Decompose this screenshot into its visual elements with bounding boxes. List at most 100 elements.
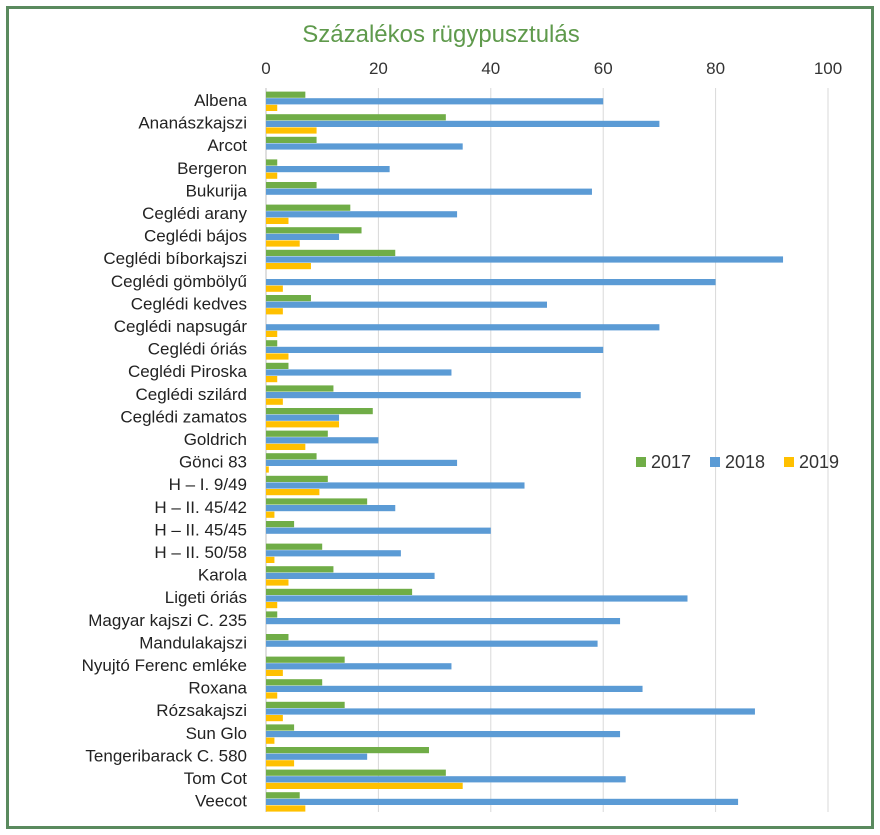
- bar-2017-28: [266, 724, 295, 731]
- legend-swatch-2017: [636, 457, 646, 467]
- bar-2017-6: [266, 227, 362, 234]
- bar-2018-3: [266, 166, 390, 173]
- bar-2019-5: [266, 217, 289, 224]
- category-label: Bergeron: [177, 159, 247, 178]
- bar-2018-18: [266, 505, 396, 512]
- bar-2018-30: [266, 776, 626, 783]
- bar-2017-30: [266, 769, 446, 776]
- bar-2018-23: [266, 618, 621, 625]
- category-label: Albena: [194, 91, 247, 110]
- category-label: Ligeti óriás: [165, 588, 247, 607]
- category-label: Tom Cot: [184, 769, 248, 788]
- category-label: Rózsakajszi: [156, 701, 247, 720]
- category-label: Ceglédi bájos: [144, 227, 247, 246]
- bar-2018-9: [266, 301, 547, 308]
- bar-2018-12: [266, 369, 452, 376]
- bar-2019-17: [266, 489, 320, 496]
- category-label: H – II. 50/58: [154, 543, 247, 562]
- bar-2017-19: [266, 521, 295, 528]
- bar-2018-15: [266, 437, 379, 444]
- bar-2019-22: [266, 602, 278, 609]
- bar-2018-31: [266, 798, 739, 805]
- category-label: Ceglédi arany: [142, 204, 247, 223]
- bar-2019-20: [266, 556, 275, 563]
- bar-2017-1: [266, 114, 446, 121]
- bar-2018-5: [266, 211, 458, 218]
- category-label: Ceglédi Piroska: [128, 362, 248, 381]
- legend-swatch-2018: [710, 457, 720, 467]
- bar-2018-16: [266, 459, 458, 466]
- bar-2018-22: [266, 595, 688, 602]
- category-label: Arcot: [207, 136, 247, 155]
- bar-2017-11: [266, 340, 278, 347]
- bar-2017-21: [266, 566, 334, 573]
- bar-2018-7: [266, 256, 784, 263]
- bar-2018-6: [266, 233, 340, 240]
- bar-2019-6: [266, 240, 300, 247]
- bar-2019-27: [266, 715, 283, 722]
- x-tick-label: 0: [261, 59, 270, 78]
- bar-2019-25: [266, 669, 283, 676]
- bar-2017-16: [266, 453, 317, 460]
- bars: [266, 91, 784, 812]
- bar-2017-31: [266, 792, 300, 799]
- bar-2018-29: [266, 753, 368, 760]
- bar-2017-23: [266, 611, 278, 618]
- bar-2018-20: [266, 550, 401, 557]
- bar-2018-0: [266, 98, 604, 105]
- x-tick-label: 60: [594, 59, 613, 78]
- category-label: Ceglédi zamatos: [120, 407, 247, 426]
- bar-2017-17: [266, 475, 328, 482]
- bar-2019-1: [266, 127, 317, 134]
- bar-2017-14: [266, 408, 373, 415]
- category-label: Veecot: [195, 792, 247, 811]
- bar-2017-13: [266, 385, 334, 392]
- bar-2019-26: [266, 692, 278, 699]
- bar-2017-20: [266, 543, 323, 550]
- legend-swatch-2019: [784, 457, 794, 467]
- bar-2017-24: [266, 634, 289, 641]
- bar-2019-29: [266, 760, 295, 767]
- bar-2017-0: [266, 91, 306, 98]
- x-tick-label: 80: [706, 59, 725, 78]
- category-labels: Albena Ananászkajszi Arcot Bergeron Bukurija…: [82, 91, 248, 811]
- category-label: Ceglédi napsugár: [114, 317, 248, 336]
- bar-2019-3: [266, 172, 278, 179]
- category-label: Bukurija: [186, 181, 248, 200]
- x-tick-label: 20: [369, 59, 388, 78]
- bar-2018-27: [266, 708, 755, 715]
- bar-2019-21: [266, 579, 289, 586]
- bar-2018-4: [266, 188, 592, 195]
- bar-2017-3: [266, 159, 278, 166]
- category-label: Tengeribarack C. 580: [85, 746, 247, 765]
- bar-2017-27: [266, 701, 345, 708]
- legend-label: 2017: [651, 452, 691, 472]
- bar-2018-10: [266, 324, 660, 331]
- bar-2017-22: [266, 588, 413, 595]
- category-label: Mandulakajszi: [139, 633, 247, 652]
- category-label: Sun Glo: [186, 724, 247, 743]
- bar-2017-15: [266, 430, 328, 437]
- bar-2018-2: [266, 143, 463, 150]
- bar-2017-18: [266, 498, 368, 505]
- bar-2019-9: [266, 308, 283, 315]
- chart-title: Százalékos rügypusztulás: [302, 21, 579, 48]
- category-label: Gönci 83: [179, 453, 247, 472]
- x-axis-ticks: 0 20 40 60 80 100: [261, 59, 842, 78]
- bar-2019-14: [266, 421, 340, 428]
- bar-2019-10: [266, 330, 278, 337]
- category-label: Roxana: [188, 679, 247, 698]
- legend-label: 2019: [799, 452, 839, 472]
- category-label: Nyujtó Ferenc emléke: [82, 656, 247, 675]
- grid: [265, 88, 829, 812]
- bar-2018-28: [266, 731, 621, 738]
- bar-2017-25: [266, 656, 345, 663]
- bar-2017-2: [266, 136, 317, 143]
- x-tick-label: 40: [481, 59, 500, 78]
- bar-2018-14: [266, 414, 340, 421]
- bar-2018-19: [266, 527, 491, 534]
- bar-2019-30: [266, 782, 463, 789]
- category-label: Ananászkajszi: [138, 114, 247, 133]
- legend: 2017 2018 2019: [636, 452, 839, 472]
- category-label: Ceglédi óriás: [148, 340, 247, 359]
